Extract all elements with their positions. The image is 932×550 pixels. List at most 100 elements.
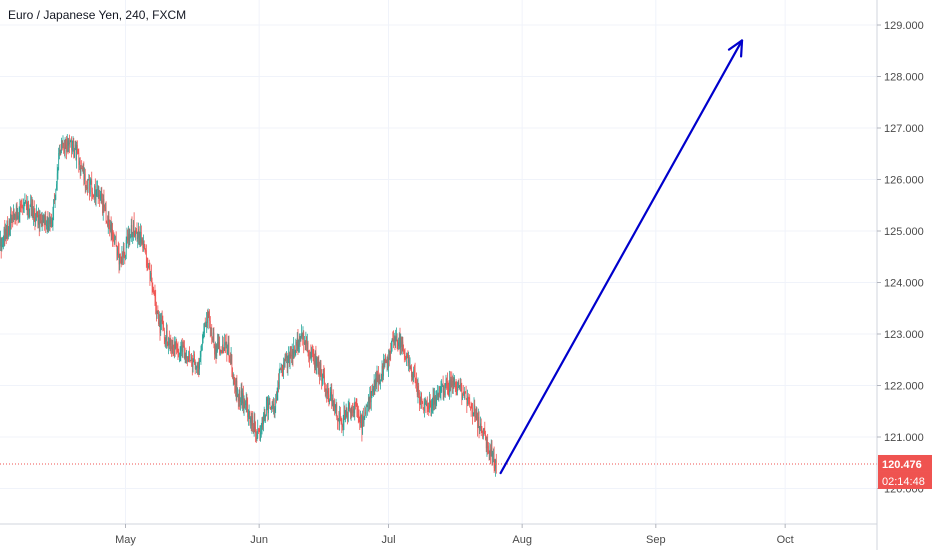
candle-body [239, 390, 241, 402]
candle-body [339, 412, 340, 424]
candle-body [252, 416, 254, 428]
candle-body [231, 355, 233, 371]
candle-body [393, 336, 395, 343]
candle-body [480, 423, 482, 429]
candle-body [406, 355, 408, 356]
candle-body [148, 266, 150, 270]
candle-body [42, 219, 44, 223]
candle-body [472, 407, 473, 416]
chart-title: Euro / Japanese Yen, 240, FXCM [8, 8, 187, 22]
candle-body [451, 379, 453, 382]
candle-body [286, 354, 288, 369]
candle-body [439, 391, 441, 395]
candle-body [244, 401, 246, 405]
candle-body [351, 409, 353, 412]
candle-body [106, 221, 108, 223]
candle-body [480, 423, 481, 428]
price-axis[interactable]: 120.000121.000122.000123.000124.000125.0… [876, 0, 932, 550]
candle-body [388, 357, 389, 368]
candle-body [273, 403, 274, 409]
candle-body [427, 406, 429, 409]
candle-body [132, 235, 134, 238]
candle-body [182, 345, 184, 352]
candle-body [310, 352, 312, 358]
candle-body [242, 393, 244, 410]
candle-body [391, 338, 393, 350]
candle-body [91, 180, 93, 192]
candle-body [357, 409, 358, 410]
candle-body [88, 179, 90, 181]
candle-body [21, 207, 23, 209]
candle-body [28, 200, 29, 217]
candle-body [467, 396, 469, 399]
candle-body [301, 333, 302, 337]
candle-body [130, 225, 132, 236]
candle-body [353, 409, 355, 414]
candle-body [433, 396, 435, 405]
time-tick-label: Sep [646, 534, 666, 546]
candle-body [414, 370, 416, 379]
candle-body [303, 332, 305, 345]
candle-body [471, 407, 473, 409]
price-tick-label: 123.000 [884, 329, 924, 341]
candle-body [33, 209, 35, 218]
candle-body [374, 380, 376, 387]
candle-body [429, 399, 430, 410]
candle-body [118, 251, 120, 265]
candle-body [230, 355, 232, 364]
candle-body [183, 345, 185, 347]
candle-body [314, 360, 315, 368]
candle-body [309, 358, 310, 359]
candle-body [327, 390, 329, 395]
candle-body [383, 362, 385, 366]
candle-body [115, 236, 116, 238]
candle-body [477, 413, 478, 428]
candle-body [82, 168, 83, 170]
candle-body [258, 431, 260, 432]
candle-body [66, 144, 67, 152]
candle-body [156, 305, 157, 314]
candle-body [300, 336, 302, 341]
candle-body [201, 345, 203, 351]
candle-body [210, 327, 212, 329]
candle-body [46, 224, 47, 227]
candle-body [408, 359, 410, 370]
time-tick-label: Jul [381, 534, 395, 546]
candle-body [308, 350, 310, 359]
candle-body [372, 388, 374, 392]
candle-body [271, 407, 273, 410]
candle-body [421, 392, 422, 402]
candle-body [249, 412, 251, 423]
candle-body [25, 200, 27, 204]
candle-body [473, 404, 475, 415]
candle-body [185, 356, 187, 358]
candle-body [61, 140, 62, 151]
candle-body [354, 401, 356, 414]
candle-body [396, 336, 397, 338]
candle-body [359, 421, 361, 424]
candle-body [233, 376, 235, 385]
candle-body [489, 449, 491, 454]
candle-body [262, 417, 264, 425]
candle-body [319, 363, 321, 376]
candle-body [421, 401, 423, 403]
candle-body [157, 310, 159, 314]
candle-body [234, 384, 236, 386]
candle-body [228, 342, 230, 357]
candle-body [368, 397, 370, 404]
candle-body [48, 226, 49, 231]
price-tick-label: 126.000 [884, 175, 924, 187]
candle-body [452, 381, 453, 387]
candle-body [398, 342, 399, 347]
candle-body [392, 338, 394, 340]
candle-body [33, 209, 34, 218]
candle-body [369, 391, 371, 404]
candle-body [465, 391, 466, 394]
time-axis[interactable]: May Jun Jul Aug Sep Oct [0, 523, 877, 546]
candle-body [330, 392, 332, 397]
candle-body [404, 355, 406, 357]
candle-body [409, 366, 411, 370]
candle-body [411, 367, 412, 378]
candle-body [294, 346, 295, 354]
